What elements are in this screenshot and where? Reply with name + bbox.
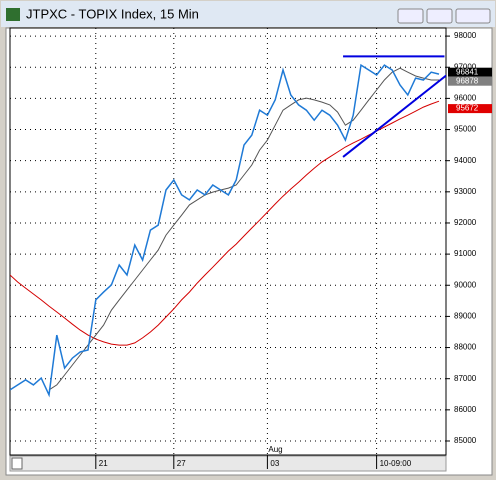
- scroll-thumb[interactable]: [11, 457, 23, 470]
- app-icon: [6, 8, 20, 21]
- close-button[interactable]: [455, 8, 491, 24]
- last-value-box: [448, 76, 492, 86]
- x-tick-label: 27: [177, 459, 186, 468]
- y-tick-label: 94000: [454, 156, 477, 165]
- last-value-label: 95672: [456, 104, 479, 113]
- y-tick-label: 97000: [454, 62, 477, 71]
- y-tick-label: 91000: [454, 249, 477, 258]
- series-line: [10, 100, 440, 346]
- y-tick-label: 92000: [454, 218, 477, 227]
- last-value-box: [448, 104, 492, 114]
- series-line: [10, 63, 440, 398]
- y-tick-label: 96000: [454, 93, 477, 102]
- window-title: JTPXC - TOPIX Index, 15 Min: [26, 6, 199, 21]
- y-tick-label: 93000: [454, 187, 477, 196]
- trendline: [342, 74, 446, 158]
- y-tick-label: 95000: [454, 125, 477, 134]
- last-value-label: 96841: [456, 67, 479, 76]
- plot-layer: [10, 28, 446, 455]
- month-label: Aug: [268, 445, 282, 454]
- series-line: [48, 67, 439, 391]
- last-value-label: 96878: [456, 76, 479, 85]
- scrollbar[interactable]: [9, 455, 447, 472]
- x-tick-label: 21: [99, 459, 108, 468]
- minimize-button[interactable]: [397, 8, 424, 24]
- x-tick-label: 10-09:00: [380, 459, 412, 468]
- y-tick-label: 89000: [454, 312, 477, 321]
- maximize-button[interactable]: [426, 8, 453, 24]
- y-tick-label: 90000: [454, 280, 477, 289]
- y-tick-label: 98000: [454, 31, 477, 40]
- y-tick-label: 86000: [454, 405, 477, 414]
- x-tick-label: 03: [270, 459, 279, 468]
- y-tick-label: 87000: [454, 374, 477, 383]
- y-tick-label: 85000: [454, 436, 477, 445]
- last-value-box: [448, 67, 492, 77]
- plot-frame: [9, 27, 447, 456]
- y-tick-label: 88000: [454, 343, 477, 352]
